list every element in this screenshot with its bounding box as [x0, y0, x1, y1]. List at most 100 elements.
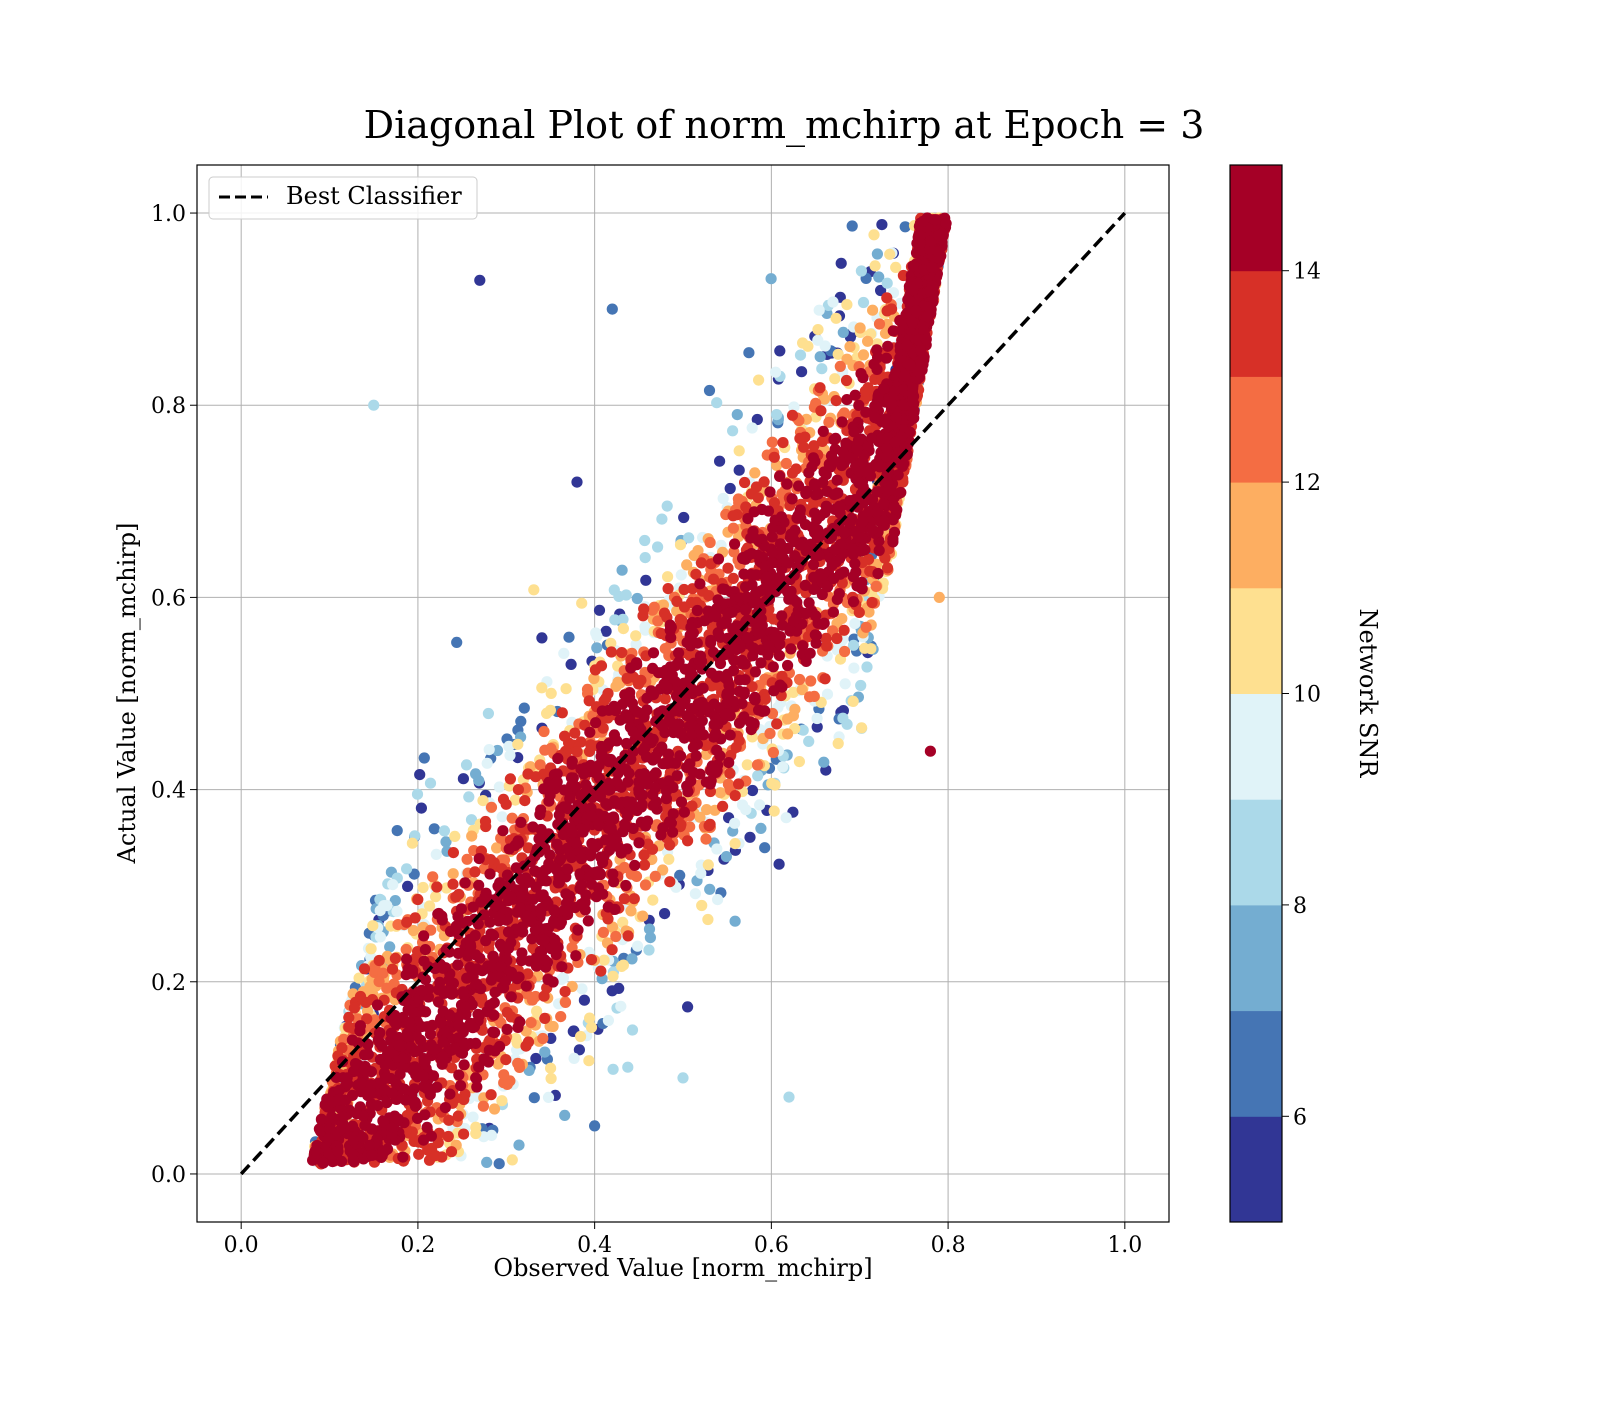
- scatter-point: [359, 963, 370, 974]
- scatter-point: [498, 1069, 509, 1080]
- scatter-point: [859, 643, 870, 654]
- scatter-point: [539, 934, 550, 945]
- scatter-point: [740, 581, 751, 592]
- scatter-point: [728, 573, 739, 584]
- scatter-point: [416, 803, 427, 814]
- scatter-point: [696, 900, 707, 911]
- scatter-point: [699, 615, 710, 626]
- scatter-point: [705, 537, 716, 548]
- scatter-point: [607, 985, 618, 996]
- scatter-point: [419, 752, 430, 763]
- scatter-point: [812, 335, 823, 346]
- scatter-point: [713, 553, 724, 564]
- scatter-point: [664, 839, 675, 850]
- scatter-point: [757, 551, 768, 562]
- scatter-point: [539, 1047, 550, 1058]
- scatter-point: [771, 718, 782, 729]
- scatter-point: [675, 539, 686, 550]
- scatter-point: [840, 678, 851, 689]
- scatter-point: [696, 557, 707, 568]
- scatter-point: [830, 544, 841, 555]
- scatter-point: [626, 797, 637, 808]
- scatter-point: [757, 706, 768, 717]
- scatter-point: [872, 568, 883, 579]
- scatter-point: [722, 563, 733, 574]
- scatter-point: [392, 825, 403, 836]
- scatter-point: [336, 1156, 347, 1167]
- scatter-point: [941, 218, 952, 229]
- scatter-point: [816, 363, 827, 374]
- scatter-point: [700, 834, 711, 845]
- scatter-point: [452, 911, 463, 922]
- scatter-point: [558, 648, 569, 659]
- scatter-point: [728, 696, 739, 707]
- scatter-point: [474, 275, 485, 286]
- scatter-point: [675, 727, 686, 738]
- scatter-point: [425, 778, 436, 789]
- scatter-point: [584, 1013, 595, 1024]
- scatter-point: [460, 877, 471, 888]
- scatter-point: [549, 918, 560, 929]
- scatter-point: [787, 410, 798, 421]
- scatter-point: [439, 825, 450, 836]
- scatter-point: [639, 535, 650, 546]
- scatter-point: [855, 322, 866, 333]
- scatter-point: [347, 1121, 358, 1132]
- scatter-point: [872, 486, 883, 497]
- scatter-point: [763, 505, 774, 516]
- scatter-point: [632, 593, 643, 604]
- scatter-point: [632, 707, 643, 718]
- scatter-point: [494, 1158, 505, 1169]
- scatter-point: [632, 941, 643, 952]
- scatter-point: [764, 486, 775, 497]
- scatter-point: [659, 908, 670, 919]
- scatter-point: [811, 514, 822, 525]
- scatter-point: [584, 727, 595, 738]
- scatter-point: [598, 927, 609, 938]
- scatter-point: [797, 337, 808, 348]
- scatter-point: [515, 716, 526, 727]
- scatter-point: [806, 461, 817, 472]
- scatter-point: [822, 581, 833, 592]
- scatter-point: [624, 692, 635, 703]
- scatter-point: [861, 661, 872, 672]
- scatter-point: [466, 831, 477, 842]
- scatter-point: [848, 663, 859, 674]
- scatter-point: [559, 731, 570, 742]
- scatter-point: [546, 688, 557, 699]
- scatter-point: [782, 728, 793, 739]
- scatter-point: [856, 546, 867, 557]
- scatter-point: [827, 560, 838, 571]
- scatter-point: [555, 1011, 566, 1022]
- scatter-point: [791, 463, 802, 474]
- scatter-point: [515, 891, 526, 902]
- scatter-point: [608, 1064, 619, 1075]
- scatter-point: [374, 976, 385, 987]
- scatter-point: [447, 879, 458, 890]
- scatter-point: [537, 1033, 548, 1044]
- scatter-point: [413, 1149, 424, 1160]
- scatter-point: [366, 943, 377, 954]
- scatter-point: [637, 799, 648, 810]
- scatter-point: [647, 895, 658, 906]
- scatter-point: [310, 1145, 321, 1156]
- scatter-point: [652, 541, 663, 552]
- points-layer: [307, 212, 952, 1169]
- scatter-point: [897, 461, 908, 472]
- scatter-point: [610, 931, 621, 942]
- scatter-point: [611, 735, 622, 746]
- scatter-point: [453, 1069, 464, 1080]
- scatter-point: [734, 465, 745, 476]
- scatter-point: [730, 838, 741, 849]
- scatter-point: [769, 452, 780, 463]
- scatter-point: [619, 893, 630, 904]
- scatter-point: [717, 583, 728, 594]
- scatter-point: [693, 685, 704, 696]
- scatter-point: [810, 610, 821, 621]
- scatter-point: [934, 592, 945, 603]
- scatter-point: [412, 789, 423, 800]
- scatter-point: [591, 631, 602, 642]
- scatter-point: [404, 1017, 415, 1028]
- scatter-point: [455, 1080, 466, 1091]
